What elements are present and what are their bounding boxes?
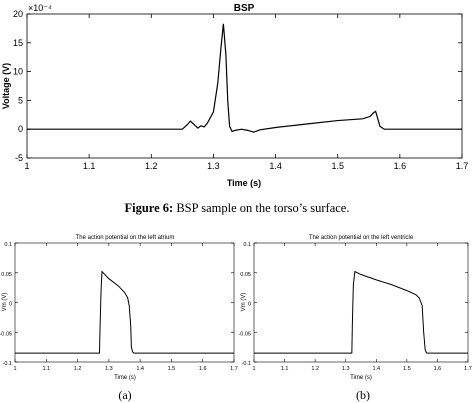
bsp-xtick-label: 1.4 — [269, 161, 282, 171]
ventricle-plot-frame — [253, 242, 469, 363]
atrium-xtick-label: 1.2 — [74, 366, 82, 372]
ventricle-xtick-label: 1.5 — [403, 366, 411, 372]
atrium-xtick-label: 1 — [13, 366, 16, 372]
bsp-exponent-label: ×10⁻⁴ — [28, 3, 52, 13]
atrium-tick-labels: 1 1.1 1.2 1.3 1.4 1.5 1.6 1.7 -0.1 -0.05 0 0.05 0.1 — [0, 242, 238, 372]
ventricle-ytick-label: 0.1 — [243, 242, 251, 248]
sub-caption-a: (a) — [118, 388, 131, 402]
bsp-series-line — [27, 23, 462, 133]
atrium-xtick-label: 1.7 — [230, 366, 238, 372]
figure6-caption-label: Figure 6: — [125, 201, 174, 215]
atrium-ytick-label: 0.1 — [4, 242, 12, 248]
bsp-ytick-label: 10 — [13, 67, 23, 77]
ventricle-xtick-label: 1.4 — [372, 366, 380, 372]
atrium-ytick-label: -0.05 — [0, 331, 12, 337]
ventricle-xtick-label: 1 — [252, 366, 255, 372]
atrium-xtick-label: 1.5 — [168, 366, 176, 372]
atrium-chart: 1 1.1 1.2 1.3 1.4 1.5 1.6 1.7-0.1-0.0500.050.1 … — [0, 235, 238, 381]
ventricle-y-axis-label: Vm (V) — [241, 293, 247, 312]
ventricle-xtick-label: 1.1 — [281, 366, 289, 372]
atrium-xtick-label: 1.3 — [105, 366, 113, 372]
figure6-caption-text: BSP sample on the torso’s surface. — [173, 201, 349, 215]
atrium-ytick-label: 0 — [9, 302, 12, 308]
sub-caption-b: (b) — [356, 388, 370, 402]
ventricle-xtick-label: 1.2 — [311, 366, 319, 372]
bsp-xtick-label: 1.7 — [456, 161, 469, 171]
bsp-tick-labels: 1 1.1 1.2 1.3 1.4 1.5 1.6 1.7 -5 0 5 10 15 20 — [13, 9, 468, 171]
ventricle-chart: 1 1.1 1.2 1.3 1.4 1.5 1.6 1.7-0.1-0.0500.050.1 … — [238, 235, 471, 381]
bsp-y-axis-label: Voltage (V) — [1, 63, 11, 109]
bsp-plot-frame — [26, 13, 463, 159]
atrium-series-line — [15, 270, 234, 354]
atrium-title: The action potential on the left atrium — [76, 235, 175, 241]
figure6-caption: Figure 6: BSP sample on the torso’s surf… — [125, 201, 350, 215]
ventricle-tick-labels: 1 1.1 1.2 1.3 1.4 1.5 1.6 1.7 -0.1 -0.05 0 0.05 0.1 — [238, 242, 471, 372]
atrium-y-axis-label: Vm (V) — [2, 293, 8, 312]
ventricle-xtick-label: 1.3 — [342, 366, 350, 372]
bsp-ytick-label: 5 — [18, 95, 23, 105]
ventricle-ytick-label: -0.1 — [242, 361, 251, 367]
bsp-ytick-label: -5 — [15, 153, 23, 163]
bsp-xtick-label: 1 — [24, 161, 29, 171]
bsp-xtick-label: 1.1 — [83, 161, 96, 171]
atrium-xtick-label: 1.4 — [136, 366, 144, 372]
ventricle-ytick-label: -0.05 — [238, 331, 251, 337]
ventricle-ytick-label: 0 — [248, 302, 251, 308]
atrium-xtick-label: 1.6 — [199, 366, 207, 372]
ventricle-xtick-label: 1.6 — [434, 366, 442, 372]
atrium-ytick-label: 0.05 — [1, 272, 12, 278]
bsp-xtick-label: 1.6 — [394, 161, 407, 171]
bsp-ytick-label: 20 — [13, 9, 23, 19]
bsp-x-axis-label: Time (s) — [227, 178, 261, 188]
atrium-ytick-label: -0.1 — [3, 361, 12, 367]
ventricle-ytick-label: 0.05 — [240, 272, 251, 278]
atrium-plot-frame — [14, 242, 235, 363]
bsp-ytick-label: 0 — [18, 124, 23, 134]
bsp-ticks — [26, 13, 463, 159]
bsp-title: BSP — [234, 3, 255, 14]
ventricle-title: The action potential on the left ventric… — [309, 235, 414, 241]
atrium-ticks — [14, 242, 235, 363]
ventricle-xtick-label: 1.7 — [464, 366, 472, 372]
atrium-xtick-label: 1.1 — [42, 366, 50, 372]
bsp-xtick-label: 1.5 — [331, 161, 344, 171]
bsp-xtick-label: 1.3 — [207, 161, 220, 171]
ventricle-ticks — [253, 242, 469, 363]
bsp-ytick-label: 15 — [13, 38, 23, 48]
ventricle-series-line — [254, 270, 468, 354]
ventricle-x-axis-label: Time (s) — [350, 375, 372, 381]
bsp-chart: 1 1.1 1.2 1.3 1.4 1.5 1.6 1.7 -5 0 5 10 15 20 BSP ×10… — [1, 3, 468, 188]
atrium-x-axis-label: Time (s) — [114, 375, 136, 381]
bsp-xtick-label: 1.2 — [145, 161, 158, 171]
